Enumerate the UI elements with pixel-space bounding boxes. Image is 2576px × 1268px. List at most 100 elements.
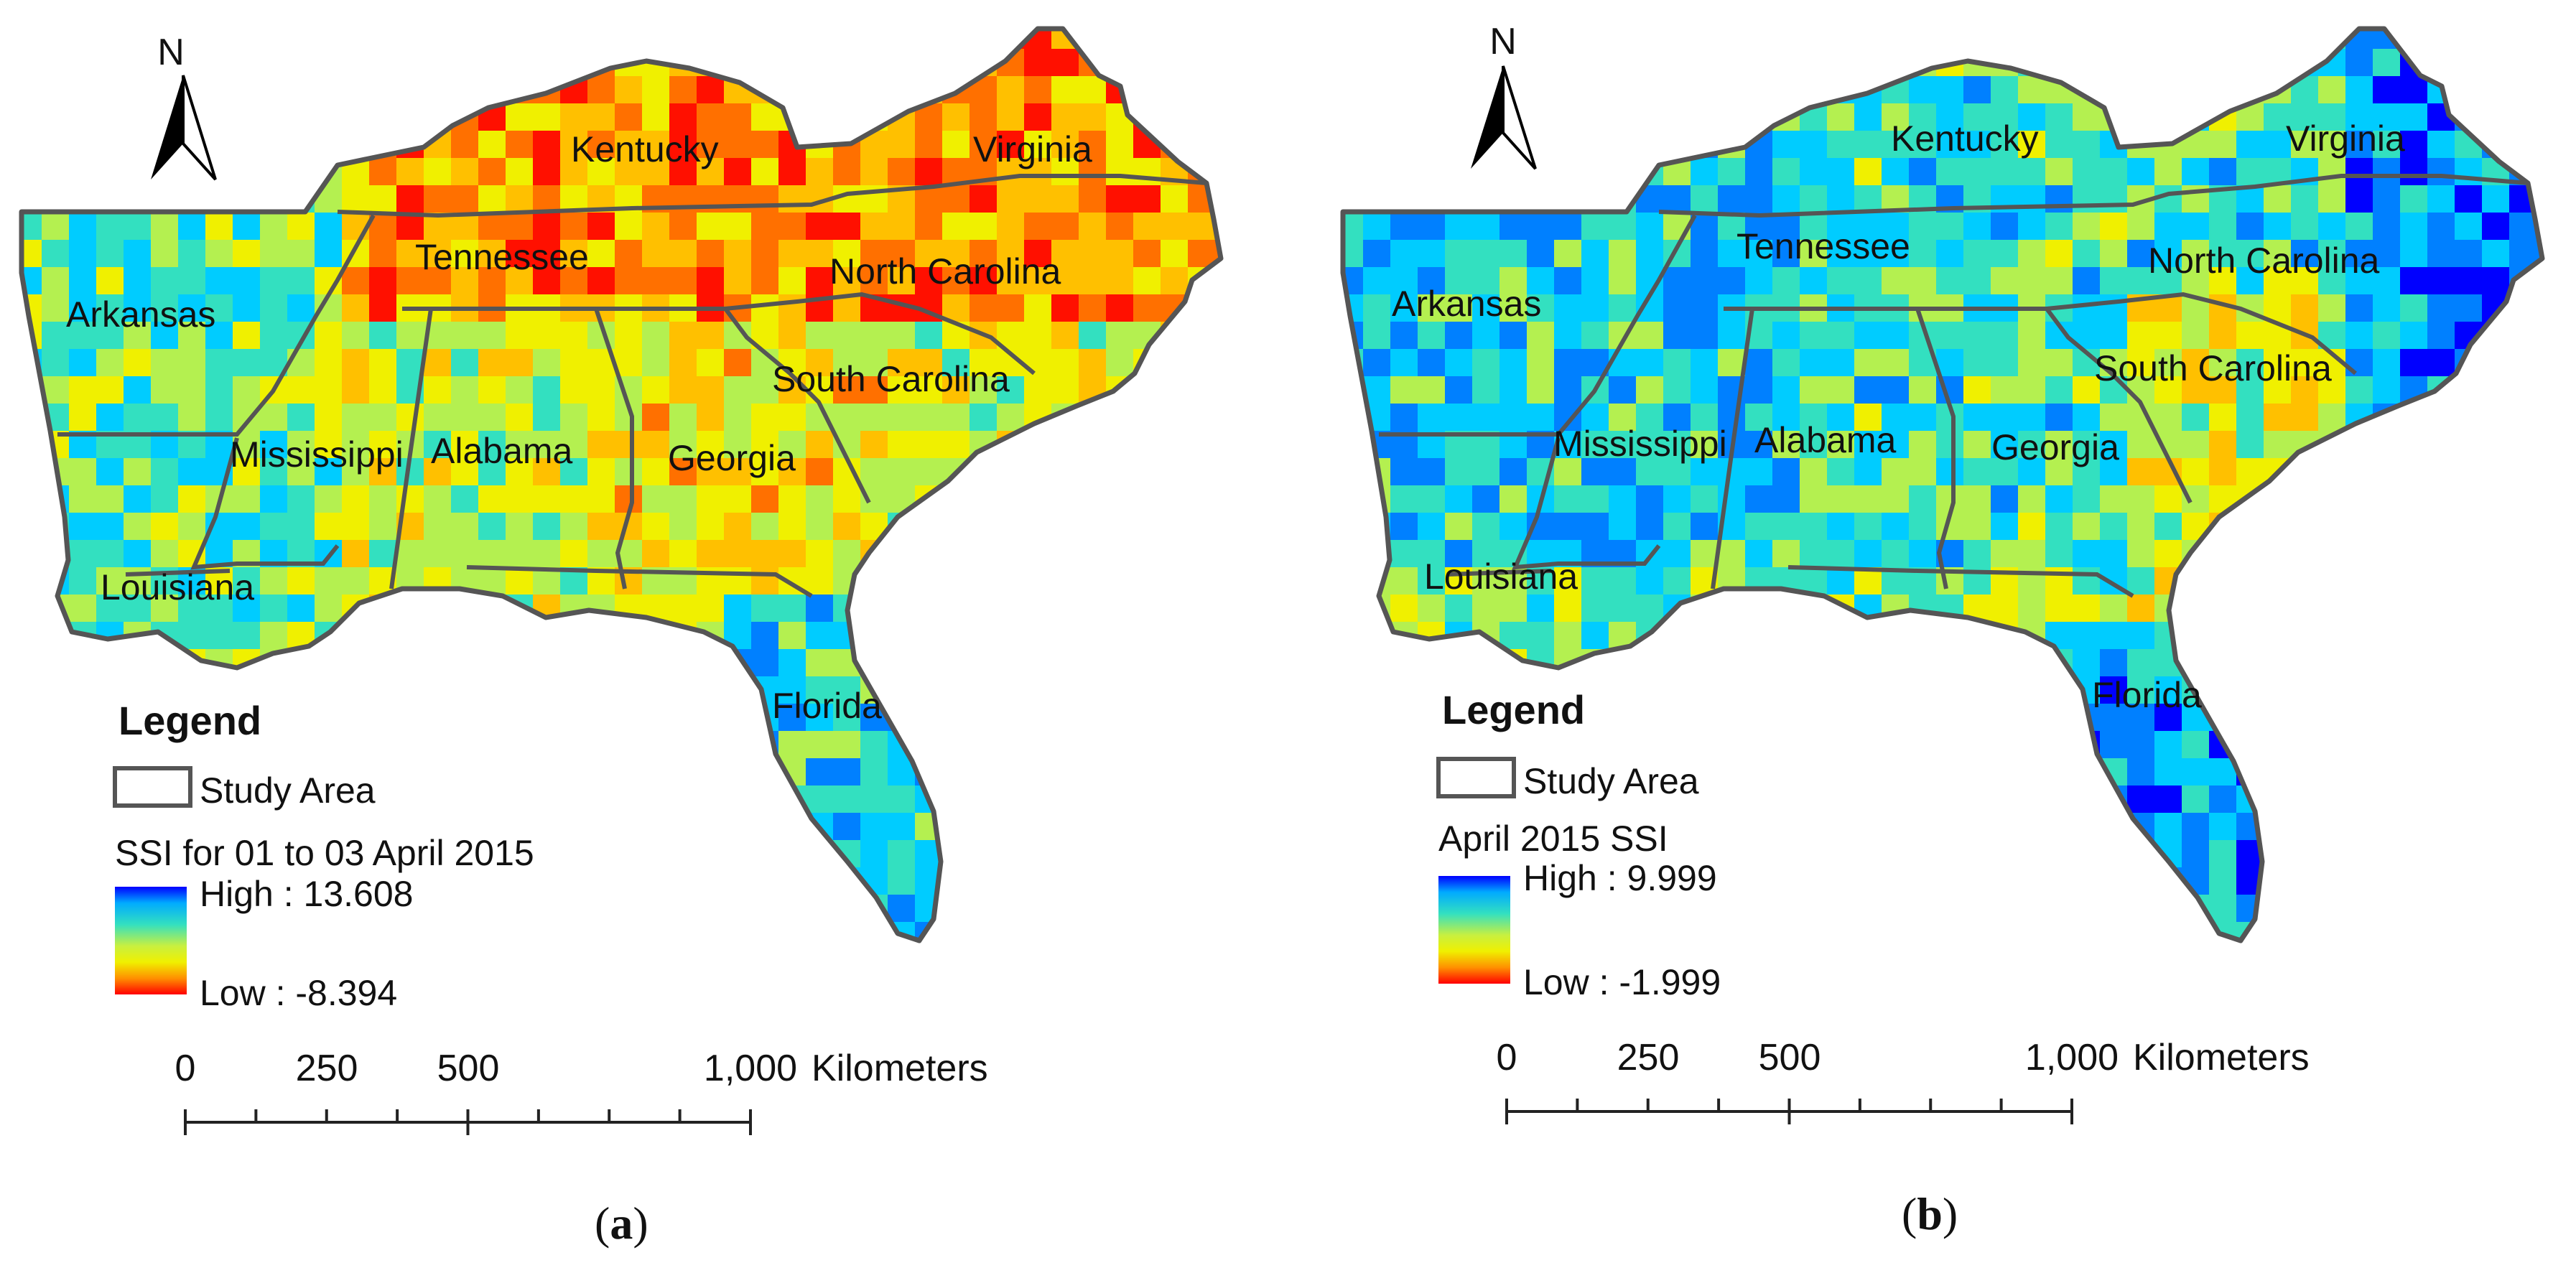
ssi-cell bbox=[1215, 676, 1221, 704]
ssi-cell bbox=[1718, 813, 1746, 841]
ssi-cell bbox=[2509, 29, 2537, 50]
ssi-cell bbox=[1882, 49, 1910, 77]
legend-title: Legend bbox=[1442, 687, 1585, 732]
ssi-cell bbox=[2482, 540, 2510, 568]
ssi-cell bbox=[342, 267, 370, 295]
ssi-cell bbox=[205, 294, 233, 322]
ssi-cell bbox=[2291, 267, 2319, 295]
ssi-cell bbox=[1133, 867, 1161, 895]
ssi-cell bbox=[669, 895, 697, 923]
ssi-cell bbox=[724, 240, 752, 268]
ssi-cell bbox=[1745, 76, 1773, 104]
ssi-cell bbox=[1800, 131, 1828, 159]
ssi-cell bbox=[1909, 867, 1937, 895]
ssi-cell bbox=[1827, 758, 1855, 786]
ssi-cell bbox=[205, 376, 233, 404]
ssi-cell bbox=[2045, 840, 2073, 868]
ssi-cell bbox=[233, 267, 261, 295]
ssi-cell bbox=[1051, 240, 1079, 268]
ssi-cell bbox=[1609, 485, 1637, 513]
ssi-cell bbox=[2209, 840, 2237, 868]
ssi-cell bbox=[1554, 622, 1582, 650]
ssi-cell bbox=[2373, 813, 2401, 841]
study-area-swatch bbox=[113, 766, 192, 808]
ssi-cell bbox=[888, 349, 916, 377]
ssi-cell bbox=[1499, 513, 1528, 541]
ssi-cell bbox=[1800, 540, 1828, 568]
ssi-cell bbox=[669, 595, 697, 623]
ssi-cell bbox=[1024, 267, 1052, 295]
study-area-outline-b bbox=[1340, 26, 2545, 943]
ssi-cell bbox=[587, 895, 615, 923]
ssi-cell bbox=[888, 213, 916, 241]
ssi-cell bbox=[1745, 949, 1773, 977]
ssi-cell bbox=[2509, 595, 2537, 623]
ssi-cell bbox=[1024, 567, 1052, 595]
ssi-cell bbox=[1390, 213, 1418, 241]
ssi-cell bbox=[533, 567, 561, 595]
ssi-cell bbox=[942, 376, 970, 404]
ssi-cell bbox=[506, 376, 534, 404]
ssi-cell bbox=[315, 485, 343, 513]
ssi-cell bbox=[124, 376, 152, 404]
ssi-cell bbox=[1581, 731, 1609, 759]
state-label-florida: Florida bbox=[772, 686, 882, 726]
ssi-cell bbox=[888, 404, 916, 432]
ssi-cell bbox=[2373, 867, 2401, 895]
state-border bbox=[2045, 307, 2193, 504]
ssi-cell bbox=[42, 922, 70, 941]
ssi-cell bbox=[2264, 185, 2292, 213]
ssi-cell bbox=[724, 213, 752, 241]
ssi-cell bbox=[1554, 349, 1582, 377]
ssi-cell bbox=[424, 431, 452, 459]
ssi-cell bbox=[2373, 949, 2401, 977]
ssi-cell bbox=[2073, 240, 2101, 268]
ssi-cell bbox=[1963, 895, 1991, 923]
ssi-cell bbox=[1991, 376, 2019, 404]
ssi-cell bbox=[178, 622, 206, 650]
ssi-cell bbox=[2264, 704, 2292, 732]
ssi-cell bbox=[1418, 267, 1446, 295]
ssi-cell bbox=[2345, 131, 2373, 159]
ssi-cell bbox=[1079, 704, 1107, 732]
ssi-cell bbox=[533, 895, 561, 923]
ssi-cell bbox=[96, 213, 124, 241]
ssi-cell bbox=[1024, 785, 1052, 814]
ssi-cell bbox=[1963, 431, 1991, 459]
ssi-cell bbox=[2373, 103, 2401, 131]
ssi-cell bbox=[778, 540, 806, 568]
ssi-cell bbox=[151, 213, 179, 241]
ssi-cell bbox=[1554, 567, 1582, 595]
ssi-cell bbox=[1079, 29, 1107, 50]
ssi-cell bbox=[1363, 895, 1391, 923]
ssi-cell bbox=[1882, 158, 1910, 186]
ssi-cell bbox=[2455, 567, 2483, 595]
ssi-cell bbox=[2318, 485, 2346, 513]
ssi-cell bbox=[2509, 649, 2537, 677]
ssi-cell bbox=[1936, 649, 1964, 677]
ssi-cell bbox=[1800, 76, 1828, 104]
ssi-cell bbox=[888, 158, 916, 186]
ssi-cell bbox=[2509, 404, 2537, 432]
ssi-cell bbox=[669, 540, 697, 568]
ssi-cell bbox=[205, 103, 233, 131]
ssi-cell bbox=[2100, 731, 2128, 759]
ssi-cell bbox=[560, 922, 588, 941]
ssi-cell bbox=[2318, 704, 2346, 732]
ssi-cell bbox=[1581, 103, 1609, 131]
ssi-cell bbox=[1024, 867, 1052, 895]
ssi-cell bbox=[587, 76, 615, 104]
ssi-cell bbox=[124, 540, 152, 568]
ssi-cell bbox=[2100, 485, 2128, 513]
ssi-cell bbox=[997, 567, 1025, 595]
ssi-cell bbox=[1051, 322, 1079, 350]
ssi-cell bbox=[1854, 376, 1882, 404]
map-panel-a: Kentucky Virginia Tennessee North Caroli… bbox=[19, 26, 1224, 1249]
ssi-cell bbox=[2291, 485, 2319, 513]
ssi-cell bbox=[1772, 731, 1800, 759]
ssi-cell bbox=[778, 595, 806, 623]
ssi-cell bbox=[506, 185, 534, 213]
ssi-cell bbox=[2236, 29, 2264, 50]
ssi-cell bbox=[1418, 458, 1446, 486]
ssi-cell bbox=[1106, 949, 1134, 977]
